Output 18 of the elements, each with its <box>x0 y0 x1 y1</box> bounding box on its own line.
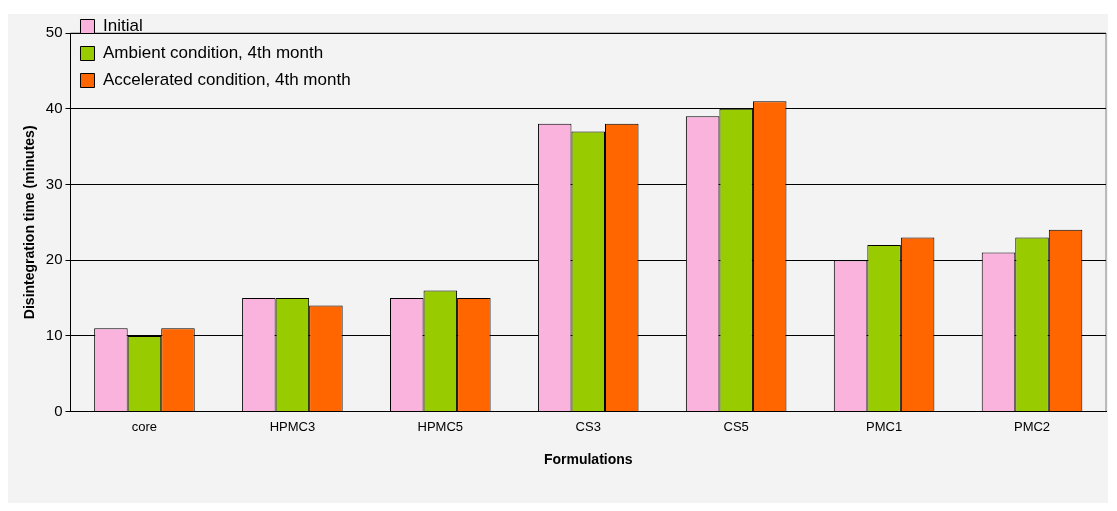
y-tick-label: 50 <box>45 23 63 41</box>
legend-label: Ambient condition, 4th month <box>102 43 324 63</box>
x-tick-label: HPMC5 <box>417 418 464 434</box>
y-tick-label: 0 <box>54 401 63 419</box>
legend-label: Initial <box>102 16 143 36</box>
y-tick-label: 40 <box>45 98 63 116</box>
y-tick-label: 20 <box>45 250 63 268</box>
x-axis-title: Formulations <box>543 451 633 468</box>
y-tick-label: 10 <box>45 326 63 344</box>
x-tick-label: CS5 <box>723 418 749 434</box>
x-tick-label: CS3 <box>575 418 601 434</box>
y-tick-label: 30 <box>45 174 63 192</box>
x-tick-label: HPMC3 <box>269 418 316 434</box>
x-tick-label: PMC1 <box>866 418 903 434</box>
x-tick-label: PMC2 <box>1013 418 1051 434</box>
legend-label: Accelerated condition, 4th month <box>102 70 351 90</box>
x-tick-label: core <box>131 418 158 434</box>
y-axis-title: Disintegration time (minutes) <box>21 125 38 320</box>
